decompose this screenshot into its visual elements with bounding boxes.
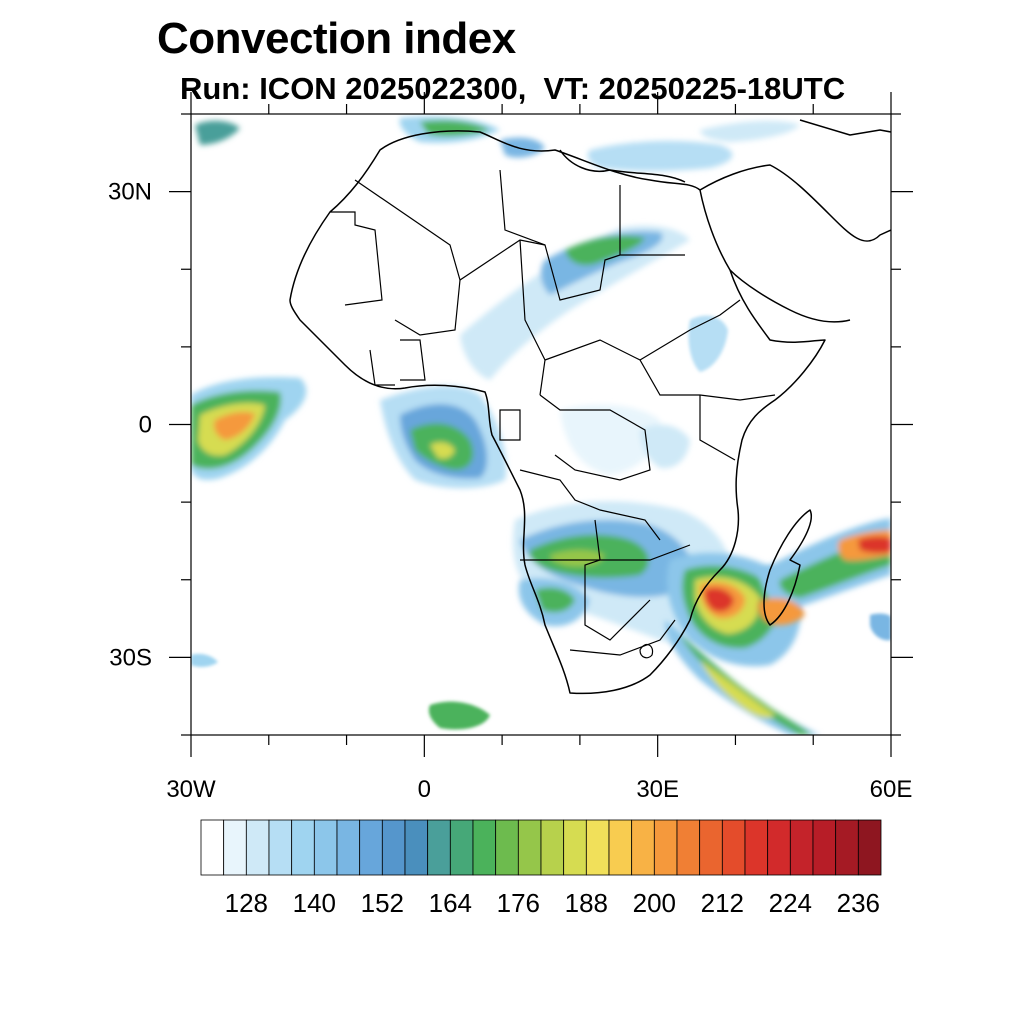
x-tick-label: 30E: [636, 776, 679, 803]
colorbar-swatch: [427, 819, 451, 876]
coastlines: [289, 119, 891, 695]
chart-subtitle: Run: ICON 2025022300, VT: 20250225-18UTC: [180, 71, 846, 106]
x-tick-label: 60E: [870, 776, 913, 803]
colorbar-swatch: [495, 819, 519, 876]
colorbar-swatch: [721, 819, 746, 876]
colorbar-label: 164: [429, 888, 472, 918]
map-panel: [191, 114, 891, 735]
colorbar-swatch: [812, 819, 837, 876]
colorbar-label: 128: [225, 888, 268, 918]
colorbar-swatch: [245, 819, 270, 876]
y-axis-labels: 30N 0 30S: [108, 179, 152, 672]
colorbar-swatch: [336, 819, 361, 876]
x-tick-label: 30W: [166, 776, 216, 803]
colorbar-swatch: [653, 819, 678, 876]
x-tick-label: 0: [418, 776, 431, 803]
colorbar-label: 212: [701, 888, 744, 918]
colorbar-swatch: [359, 819, 383, 876]
colorbar-swatch: [699, 819, 723, 876]
colorbar-label: 236: [837, 888, 880, 918]
colorbar-label: 152: [361, 888, 404, 918]
colorbar-swatch: [631, 819, 655, 876]
colorbar-label: 188: [565, 888, 608, 918]
colorbar-swatch: [381, 819, 406, 876]
colorbar-swatch: [291, 819, 315, 876]
y-tick-label: 30S: [109, 644, 152, 671]
colorbar-swatch: [835, 819, 859, 876]
colorbar-swatch: [223, 819, 247, 876]
colorbar-label: 200: [633, 888, 676, 918]
colorbar-swatch: [676, 819, 701, 876]
country-borders: [330, 169, 776, 659]
chart-title: Convection index: [157, 14, 516, 63]
colorbar-labels: 128 140 152 164 176 188 200 212 224 236: [225, 888, 880, 918]
x-axis-labels: 30W 0 30E 60E: [166, 776, 912, 803]
convection-field: [191, 116, 891, 735]
colorbar-swatch: [608, 819, 633, 876]
colorbar-label: 176: [497, 888, 540, 918]
y-tick-label: 30N: [108, 179, 152, 206]
colorbar-swatch: [313, 819, 338, 876]
colorbar-swatch: [449, 819, 474, 876]
axis-ticks: [169, 92, 913, 757]
colorbar-swatch: [563, 819, 587, 876]
colorbar-swatch: [767, 819, 791, 876]
colorbar-label: 224: [769, 888, 812, 918]
colorbar-swatch: [744, 819, 769, 876]
colorbar-swatch: [268, 819, 293, 876]
colorbar-swatch: [585, 819, 610, 876]
colorbar-swatch: [857, 819, 882, 876]
colorbar-swatch: [472, 819, 497, 876]
colorbar-label: 140: [293, 888, 336, 918]
colorbar-swatch: [517, 819, 542, 876]
colorbar-swatch: [789, 819, 814, 876]
colorbar-swatch: [200, 819, 225, 876]
colorbar-swatch: [404, 819, 429, 876]
y-tick-label: 0: [139, 412, 152, 439]
colorbar-swatch: [540, 819, 565, 876]
colorbar: [200, 819, 882, 876]
